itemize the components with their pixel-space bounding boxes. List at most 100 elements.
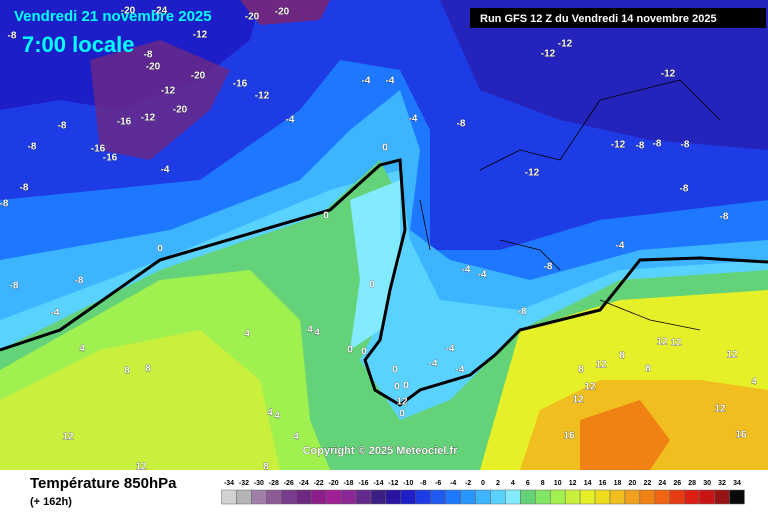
contour-label: 0 — [157, 244, 163, 255]
contour-label: -4 — [616, 241, 625, 252]
legend-swatch — [654, 489, 671, 505]
legend-swatch — [714, 489, 730, 505]
contour-label: -8 — [636, 141, 645, 152]
legend-swatch — [490, 489, 506, 505]
contour-label: -12 — [255, 91, 270, 102]
legend-tick-label: -2 — [465, 480, 471, 487]
contour-label: 0 — [399, 409, 405, 420]
contour-label: -8 — [144, 50, 153, 61]
contour-label: 12 — [572, 395, 584, 406]
contour-label: -16 — [117, 117, 132, 128]
legend-swatch — [281, 489, 297, 505]
contour-label: 12 — [135, 462, 147, 473]
contour-label: -8 — [28, 142, 37, 153]
legend-swatch — [266, 489, 282, 505]
contour-label: 16 — [735, 430, 747, 441]
legend-swatch — [370, 489, 387, 505]
legend-tick-label: -14 — [373, 480, 383, 487]
legend-tick-label: 6 — [526, 480, 530, 487]
contour-label: -4 — [161, 165, 170, 176]
contour-label: -8 — [518, 307, 527, 318]
legend-swatch — [579, 489, 596, 505]
legend-swatch — [251, 489, 267, 505]
legend-tick-label: -16 — [358, 480, 368, 487]
contour-label: -8 — [10, 281, 19, 292]
contour-label: 8 — [578, 365, 584, 376]
legend-tick-label: 4 — [511, 480, 515, 487]
contour-label: -20 — [275, 7, 290, 18]
legend-swatch — [549, 489, 566, 505]
legend-tick-label: 20 — [629, 480, 637, 487]
contour-label: -4 — [386, 76, 395, 87]
legend-tick-label: 22 — [643, 480, 651, 487]
forecast-date: Vendredi 21 novembre 2025 — [14, 8, 212, 25]
contour-label: -8 — [680, 184, 689, 195]
contour-label: 12 — [670, 338, 682, 349]
contour-label: 12 — [396, 397, 408, 408]
legend-swatch — [624, 489, 641, 505]
legend-swatch — [430, 489, 446, 505]
legend-tick-label: 10 — [554, 480, 562, 487]
run-box — [470, 8, 766, 28]
contour-label: 8 — [263, 462, 269, 473]
contour-label: -12 — [193, 30, 208, 41]
legend-swatch — [295, 489, 312, 505]
legend-tick-label: -28 — [269, 480, 279, 487]
legend-swatch — [520, 489, 536, 505]
legend-tick-label: 30 — [703, 480, 711, 487]
legend-tick-label: -22 — [314, 480, 324, 487]
contour-label: -8 — [0, 199, 9, 210]
legend-tick-label: 16 — [599, 480, 607, 487]
legend-swatch — [385, 489, 402, 505]
legend-tick-label: -24 — [299, 480, 309, 487]
contour-label: 0 — [392, 365, 398, 376]
legend-swatch — [460, 489, 476, 505]
color-legend: -34 -32 -30 -28 -26 -24 -22 -20 -18 -16 -14 -12 -10-… — [221, 480, 745, 505]
contour-label: -16 — [233, 79, 248, 90]
legend-tick-label: -20 — [329, 480, 339, 487]
legend-swatch — [729, 489, 745, 505]
contour-label: -16 — [103, 153, 118, 164]
contour-label: 0 — [347, 345, 353, 356]
legend-tick-label: -4 — [450, 480, 456, 487]
legend-swatch — [325, 489, 342, 505]
contour-label: -8 — [720, 212, 729, 223]
contour-label: 12 — [595, 360, 607, 371]
legend-tick-label: -10 — [403, 480, 413, 487]
contour-label: 4 — [293, 432, 299, 443]
contour-label: -4 — [462, 265, 471, 276]
contour-label: 0 — [403, 381, 409, 392]
contour-label: -20 — [191, 71, 206, 82]
legend-swatch — [340, 489, 357, 505]
contour-label: 4 — [751, 377, 757, 388]
copyright: Copyright © 2025 Meteociel.fr — [303, 445, 459, 457]
legend-swatch — [505, 489, 521, 505]
legend-tick-label: 8 — [541, 480, 545, 487]
contour-label: -12 — [611, 140, 626, 151]
legend-swatch — [684, 489, 700, 505]
contour-label: -8 — [653, 139, 662, 150]
legend-swatch — [355, 489, 372, 505]
contour-label: -20 — [245, 12, 260, 23]
legend-swatch — [594, 489, 611, 505]
contour-label: 8 — [124, 366, 130, 377]
contour-label: -20 — [146, 62, 161, 73]
legend-tick-label: 28 — [688, 480, 696, 487]
legend-swatch — [669, 489, 685, 505]
contour-label: -4 — [409, 114, 418, 125]
contour-label: 4 — [274, 411, 280, 422]
contour-label: -12 — [161, 86, 176, 97]
run-info: Run GFS 12 Z du Vendredi 14 novembre 202… — [480, 13, 717, 25]
contour-label: 12 — [656, 337, 668, 348]
contour-label: 0 — [369, 280, 375, 291]
contour-label: 0 — [394, 382, 400, 393]
contour-label: 12 — [726, 350, 738, 361]
contour-label: 0 — [382, 143, 388, 154]
contour-label: -8 — [681, 140, 690, 151]
legend-swatch — [535, 489, 551, 505]
legend-tick-label: 24 — [658, 480, 666, 487]
contour-label: -4 — [362, 76, 371, 87]
contour-label: -12 — [525, 168, 540, 179]
temperature-field — [0, 0, 768, 470]
